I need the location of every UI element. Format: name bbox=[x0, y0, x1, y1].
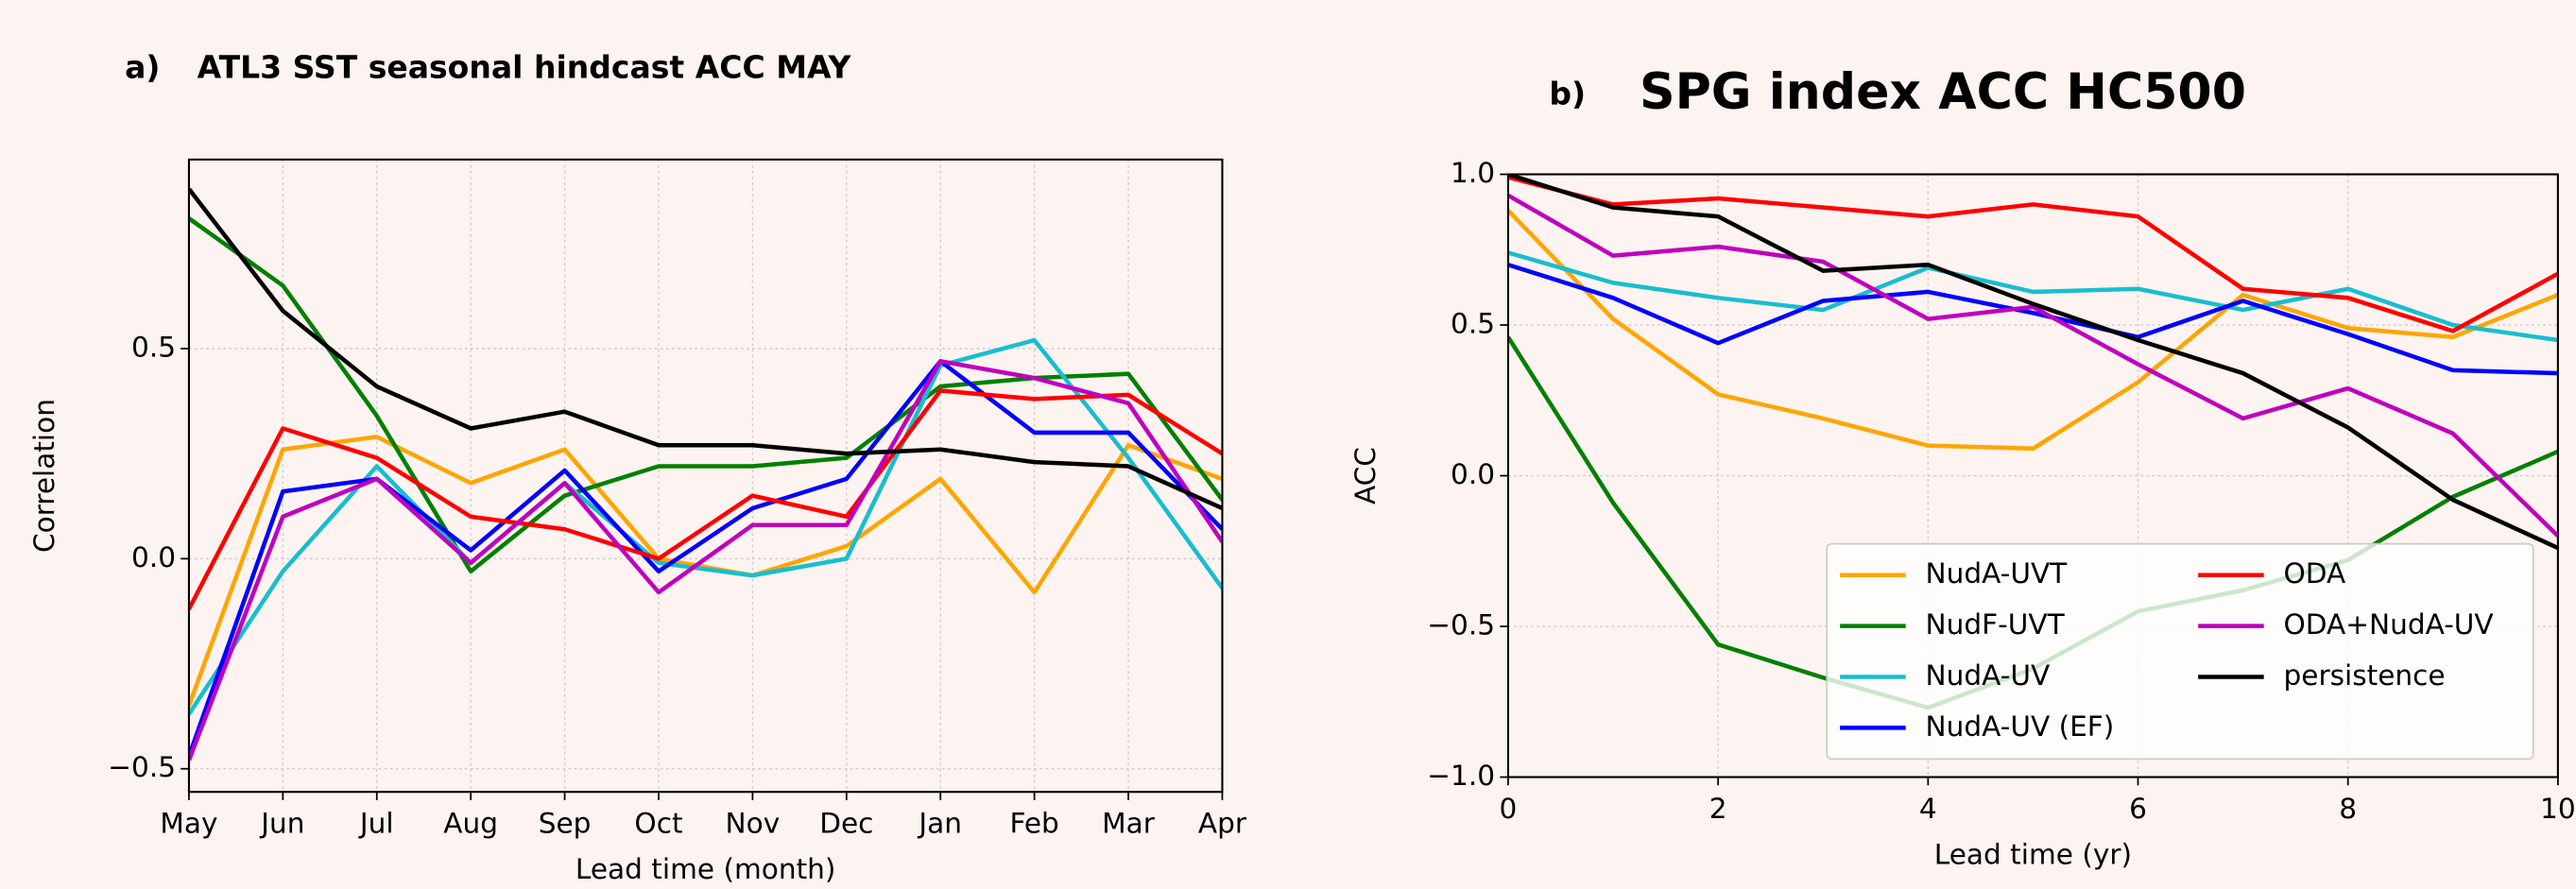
x-tick-label: Dec bbox=[819, 807, 873, 839]
legend-label: NudA-UV bbox=[1926, 659, 2051, 692]
x-tick-label: Jun bbox=[259, 807, 304, 839]
legend-label: NudA-UVT bbox=[1926, 557, 2069, 590]
legend-label: ODA+NudA-UV bbox=[2284, 608, 2494, 641]
x-tick-label: Oct bbox=[634, 807, 682, 839]
y-axis-label: ACC bbox=[1349, 447, 1382, 504]
chart-title: ATL3 SST seasonal hindcast ACC MAY bbox=[197, 49, 852, 86]
plot-area bbox=[188, 187, 1223, 761]
x-tick-label: Mar bbox=[1102, 807, 1156, 839]
x-tick-label: Sep bbox=[539, 807, 592, 839]
x-tick-label: Nov bbox=[726, 807, 781, 839]
legend-label: NudF-UVT bbox=[1926, 608, 2066, 641]
panel-label: b) bbox=[1549, 76, 1586, 112]
plot-frame bbox=[187, 158, 1224, 794]
legend-box bbox=[1826, 542, 2534, 761]
line-series bbox=[188, 359, 1223, 761]
y-tick-label: 0.0 bbox=[131, 541, 176, 573]
line-series bbox=[1507, 209, 2558, 452]
y-tick-label: 0.5 bbox=[131, 331, 176, 363]
y-tick-label: −1.0 bbox=[1427, 760, 1495, 792]
plot-frame bbox=[1506, 173, 2559, 778]
line-series bbox=[1507, 250, 2558, 343]
legend-label: NudA-UV (EF) bbox=[1926, 710, 2115, 743]
x-tick-label: 10 bbox=[2540, 793, 2576, 825]
x-tick-label: 6 bbox=[2129, 793, 2147, 825]
x-tick-label: 8 bbox=[2339, 793, 2357, 825]
line-series bbox=[188, 388, 1223, 610]
chart-title: SPG index ACC HC500 bbox=[1640, 64, 2246, 121]
line-series bbox=[1507, 263, 2558, 376]
legend-label: ODA bbox=[2284, 557, 2346, 590]
x-tick-label: 0 bbox=[1500, 793, 1518, 825]
x-tick-label: Feb bbox=[1009, 807, 1058, 839]
plot-area bbox=[1507, 174, 2558, 710]
line-series bbox=[1507, 193, 2558, 538]
y-tick-label: −0.5 bbox=[1427, 609, 1495, 641]
line-series bbox=[1507, 175, 2558, 333]
panel-label: a) bbox=[125, 49, 160, 86]
x-tick-label: May bbox=[160, 807, 217, 839]
x-axis-label: Lead time (month) bbox=[575, 853, 835, 885]
x-tick-label: Jul bbox=[358, 807, 394, 839]
line-series bbox=[1507, 174, 2558, 551]
x-tick-label: Apr bbox=[1198, 807, 1247, 839]
y-tick-label: 0.0 bbox=[1451, 458, 1495, 490]
line-series bbox=[188, 216, 1223, 573]
y-tick-label: 1.0 bbox=[1451, 157, 1495, 189]
y-tick-label: −0.5 bbox=[108, 751, 176, 783]
x-tick-label: 4 bbox=[1919, 793, 1937, 825]
line-series bbox=[188, 359, 1223, 758]
x-tick-label: 2 bbox=[1709, 793, 1727, 825]
line-series bbox=[188, 187, 1223, 511]
x-tick-label: Jan bbox=[917, 807, 962, 839]
y-axis-label: Correlation bbox=[28, 399, 60, 553]
y-tick-label: 0.5 bbox=[1451, 308, 1495, 340]
legend-label: persistence bbox=[2284, 659, 2446, 692]
x-axis-label: Lead time (yr) bbox=[1934, 838, 2132, 870]
x-tick-label: Aug bbox=[443, 807, 498, 839]
